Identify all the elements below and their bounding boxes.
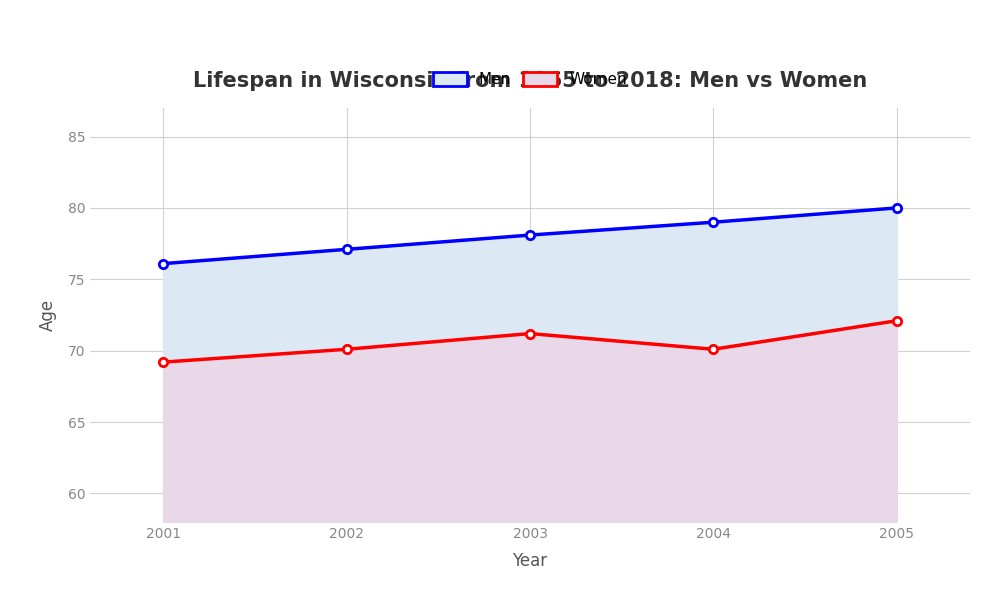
Legend: Men, Women: Men, Women xyxy=(427,66,633,93)
Y-axis label: Age: Age xyxy=(38,299,56,331)
X-axis label: Year: Year xyxy=(512,552,548,570)
Title: Lifespan in Wisconsin from 1965 to 2018: Men vs Women: Lifespan in Wisconsin from 1965 to 2018:… xyxy=(193,71,867,91)
